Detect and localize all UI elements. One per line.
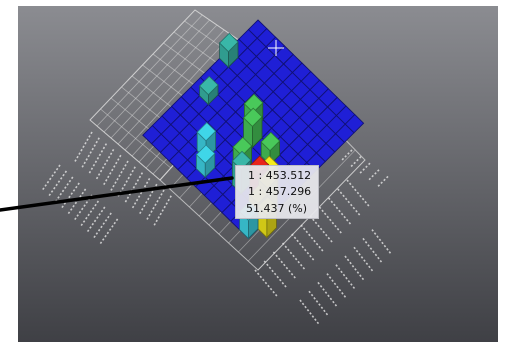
surface-bar (195, 144, 216, 179)
tooltip-line-1: 1 : 453.512 (248, 169, 312, 182)
axis-tick-labels (42, 131, 393, 326)
surface-bar (243, 107, 263, 149)
surface-bar (219, 32, 239, 68)
surface-bar (260, 131, 281, 166)
tooltip-line-2: 1 : 457.296 (248, 185, 312, 198)
tooltip-line-3: 51.437 (%) (246, 202, 308, 215)
pointer-line (0, 176, 234, 212)
value-tooltip: 1 : 453.512 1 : 457.296 51.437 (%) (235, 165, 319, 219)
surface-bar (199, 75, 219, 106)
